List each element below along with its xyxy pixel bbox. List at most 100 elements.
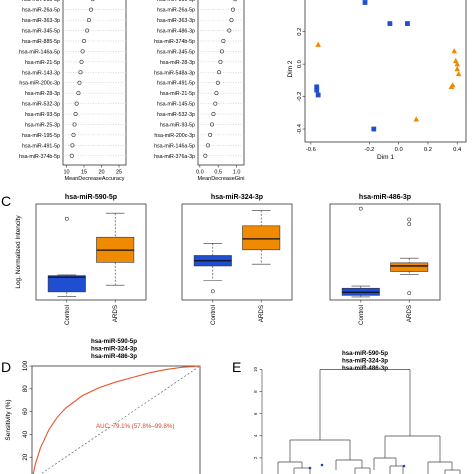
- outlier-point: [407, 217, 412, 222]
- importance-point: [214, 91, 219, 96]
- category-label: hsa-miR-25-3p: [25, 122, 60, 128]
- importance-point: [208, 132, 213, 137]
- y-axis-label: Log. Normalized Intencity: [15, 215, 22, 289]
- panel-label-d: D: [1, 359, 11, 375]
- y-tick-label: 2: [253, 456, 258, 459]
- plot-frame: [35, 203, 147, 301]
- importance-point: [221, 38, 226, 43]
- ards-point: [454, 61, 461, 67]
- x-tick-label: 0.0: [196, 170, 204, 176]
- plot-frame: [329, 203, 441, 301]
- mean-decrease-accuracy-plot: hsa-miR-20b-5p hsa-miR-26a-5p hsa-miR-363-…: [19, 0, 127, 182]
- panel-label-e: E: [232, 359, 241, 375]
- boxplot-title: hsa-miR-590-5p: [65, 194, 117, 201]
- category-label: hsa-miR-345-5p: [157, 49, 195, 55]
- importance-point: [90, 0, 95, 2]
- category-label: hsa-miR-374b-5p: [154, 39, 195, 45]
- category-label: hsa-miR-374b-5p: [19, 154, 60, 160]
- control-point: [405, 21, 410, 26]
- category-label: hsa-miR-21-5p: [160, 91, 195, 97]
- category-label: hsa-miR-28-3p: [25, 91, 60, 97]
- y-tick-label: 10: [253, 367, 258, 373]
- y-tick-label: 4: [253, 434, 258, 437]
- category-label: hsa-miR-146a-5p: [154, 143, 195, 149]
- importance-point: [216, 70, 221, 75]
- mean-decrease-gini-plot: hsa-miR-590-5p hsa-miR-26a-5p hsa-miR-363-…: [154, 0, 245, 182]
- importance-point: [85, 28, 90, 33]
- x-tick-label: 0.5: [214, 170, 222, 176]
- roc-curve: [32, 365, 201, 474]
- y-tick-label: 80: [22, 385, 29, 392]
- plot-frame: [31, 365, 201, 474]
- category-label: hsa-miR-345-5p: [22, 29, 60, 35]
- y-axis-label: Dim 2: [287, 60, 294, 77]
- category-label: hsa-miR-146a-5p: [19, 49, 60, 55]
- category-label: ARDS: [258, 305, 265, 322]
- control-point: [315, 92, 321, 98]
- y-axis-label: Sensitivity (%): [5, 399, 12, 440]
- plot-frame: [62, 0, 127, 166]
- importance-point: [82, 38, 87, 43]
- category-label: hsa-miR-363-3p: [22, 18, 60, 24]
- category-label: hsa-miR-885-5p: [22, 39, 60, 45]
- importance-point: [213, 101, 218, 106]
- leaf-marker: [308, 466, 312, 470]
- x-axis-label: MeanDecreaseGini: [197, 176, 244, 182]
- panel-label-c: C: [1, 193, 11, 209]
- importance-point: [79, 59, 84, 64]
- ards-point: [454, 66, 461, 72]
- importance-point: [71, 132, 76, 137]
- category-label: hsa-miR-376a-3p: [154, 154, 195, 160]
- boxplot-title: hsa-miR-324-3p: [211, 194, 263, 201]
- box-iqr: [242, 225, 281, 251]
- x-tick-label: 0.2: [424, 147, 432, 153]
- category-label: hsa-miR-20b-5p: [22, 0, 60, 3]
- category-label: hsa-miR-200c-3p: [19, 81, 60, 87]
- dendrogram-plot: hsa-miR-590-5phsa-miR-324-3phsa-miR-486-…: [253, 350, 461, 474]
- category-label: hsa-miR-93-5p: [160, 122, 195, 128]
- roc-title-line: hsa-miR-486-3p: [91, 353, 137, 360]
- control-point: [314, 87, 320, 93]
- control-point: [362, 0, 368, 5]
- importance-point: [230, 7, 235, 12]
- roc-title-line: hsa-miR-324-3p: [91, 346, 137, 353]
- x-tick-label: -0.2: [364, 147, 374, 153]
- importance-point: [76, 91, 81, 96]
- x-tick-label: 0.0: [395, 147, 403, 153]
- outlier-point: [64, 216, 69, 221]
- category-label: ARDS: [112, 305, 119, 322]
- importance-point: [215, 80, 220, 85]
- plot-frame: [304, 0, 467, 143]
- y-tick-label: 60: [22, 408, 29, 415]
- box-iqr: [47, 275, 86, 293]
- category-label: hsa-miR-532-3p: [22, 102, 60, 108]
- category-label: hsa-miR-200c-3p: [154, 133, 195, 139]
- y-tick-label: 100: [22, 360, 29, 371]
- importance-point: [89, 7, 94, 12]
- boxplot-mir-324: hsa-miR-324-3p Control ARDS: [181, 194, 293, 325]
- importance-point: [218, 59, 223, 64]
- importance-point: [74, 101, 79, 106]
- category-label: hsa-miR-590-5p: [157, 0, 195, 3]
- outlier-point: [358, 206, 363, 211]
- x-tick-label: 25: [116, 170, 122, 176]
- mds-scatter-plot: -0.6 -0.2 0.0 0.2 0.4 -0.4 -0.2 0.0 0.2 Dim 1 Dim …: [287, 0, 467, 161]
- category-label: Control: [358, 305, 365, 325]
- category-label: hsa-miR-28-3p: [160, 60, 195, 66]
- chance-diagonal: [40, 365, 201, 474]
- plot-frame: [181, 203, 293, 301]
- x-tick-label: 0.4: [453, 147, 462, 153]
- roc-curve-plot: hsa-miR-590-5phsa-miR-324-3phsa-miR-486-…: [5, 338, 201, 474]
- importance-point: [78, 70, 83, 75]
- roc-title-line: hsa-miR-590-5p: [91, 338, 137, 345]
- y-tick-label: 0.0: [297, 60, 303, 68]
- category-label: Control: [210, 305, 217, 325]
- ards-point: [413, 116, 420, 122]
- importance-point: [86, 18, 91, 23]
- category-label: hsa-miR-145-5p: [157, 102, 195, 108]
- y-tick-label: 8: [253, 390, 258, 393]
- plot-frame: [197, 0, 245, 166]
- importance-point: [233, 0, 238, 2]
- category-label: Control: [64, 305, 71, 325]
